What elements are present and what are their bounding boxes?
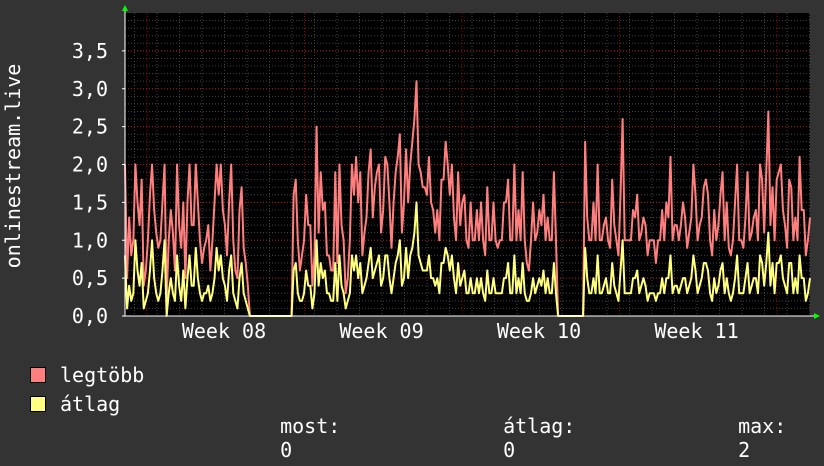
stat-most-label: most:	[280, 414, 341, 438]
y-tick-label: 2,5	[72, 115, 108, 139]
x-tick-label: Week 08	[182, 319, 266, 343]
stat-most-value: 0	[280, 438, 293, 462]
y-tick-labels: 0,0 0,5 1,0 1,5 2,0 2,5 3,0 3,5	[72, 39, 125, 328]
x-tick-label: Week 10	[497, 319, 581, 343]
series-line-atlag	[124, 201, 811, 317]
y-tick-label: 1,0	[72, 228, 108, 252]
chart: 0,00,51,01,52,02,53,03,5 Week 08 Week 09 W…	[1, 5, 820, 343]
series-group	[124, 80, 811, 317]
y-axis-label: onlinestream.live	[1, 64, 25, 269]
legend-label-legtobb: legtöbb	[60, 363, 145, 387]
y-tick-label: 2,0	[72, 153, 108, 177]
y-tick-label: 0,0	[72, 304, 108, 328]
legend-item-atlag: átlag	[30, 392, 120, 466]
legend-item-legtobb: legtöbb	[30, 363, 144, 437]
legend-swatch-atlag	[30, 396, 46, 412]
x-tick-labels: Week 08 Week 09 Week 10 Week 11	[182, 319, 739, 343]
y-tick-label: 1,5	[72, 190, 108, 214]
y-tick-label: 3,0	[72, 77, 108, 101]
y-tick-label: 3,5	[72, 39, 108, 63]
legend-swatch-legtobb	[30, 367, 46, 383]
stat-atlag: átlag: 0	[479, 390, 575, 462]
stat-max-value: 2	[738, 438, 751, 462]
stat-atlag-label: átlag:	[503, 414, 576, 438]
stat-max: max: 2	[714, 390, 786, 462]
legend-label-atlag: átlag	[60, 392, 121, 416]
stat-most: most: 0	[256, 390, 340, 462]
y-axis-arrow-icon	[122, 5, 128, 11]
series-line-legtobb	[124, 80, 811, 317]
axes	[122, 5, 820, 319]
x-tick-label: Week 09	[339, 319, 423, 343]
x-tick-label: Week 11	[654, 319, 738, 343]
y-tick-label: 0,5	[72, 266, 108, 290]
stat-max-label: max:	[738, 414, 787, 438]
x-axis-arrow-icon	[814, 313, 820, 319]
stat-atlag-value: 0	[503, 438, 516, 462]
